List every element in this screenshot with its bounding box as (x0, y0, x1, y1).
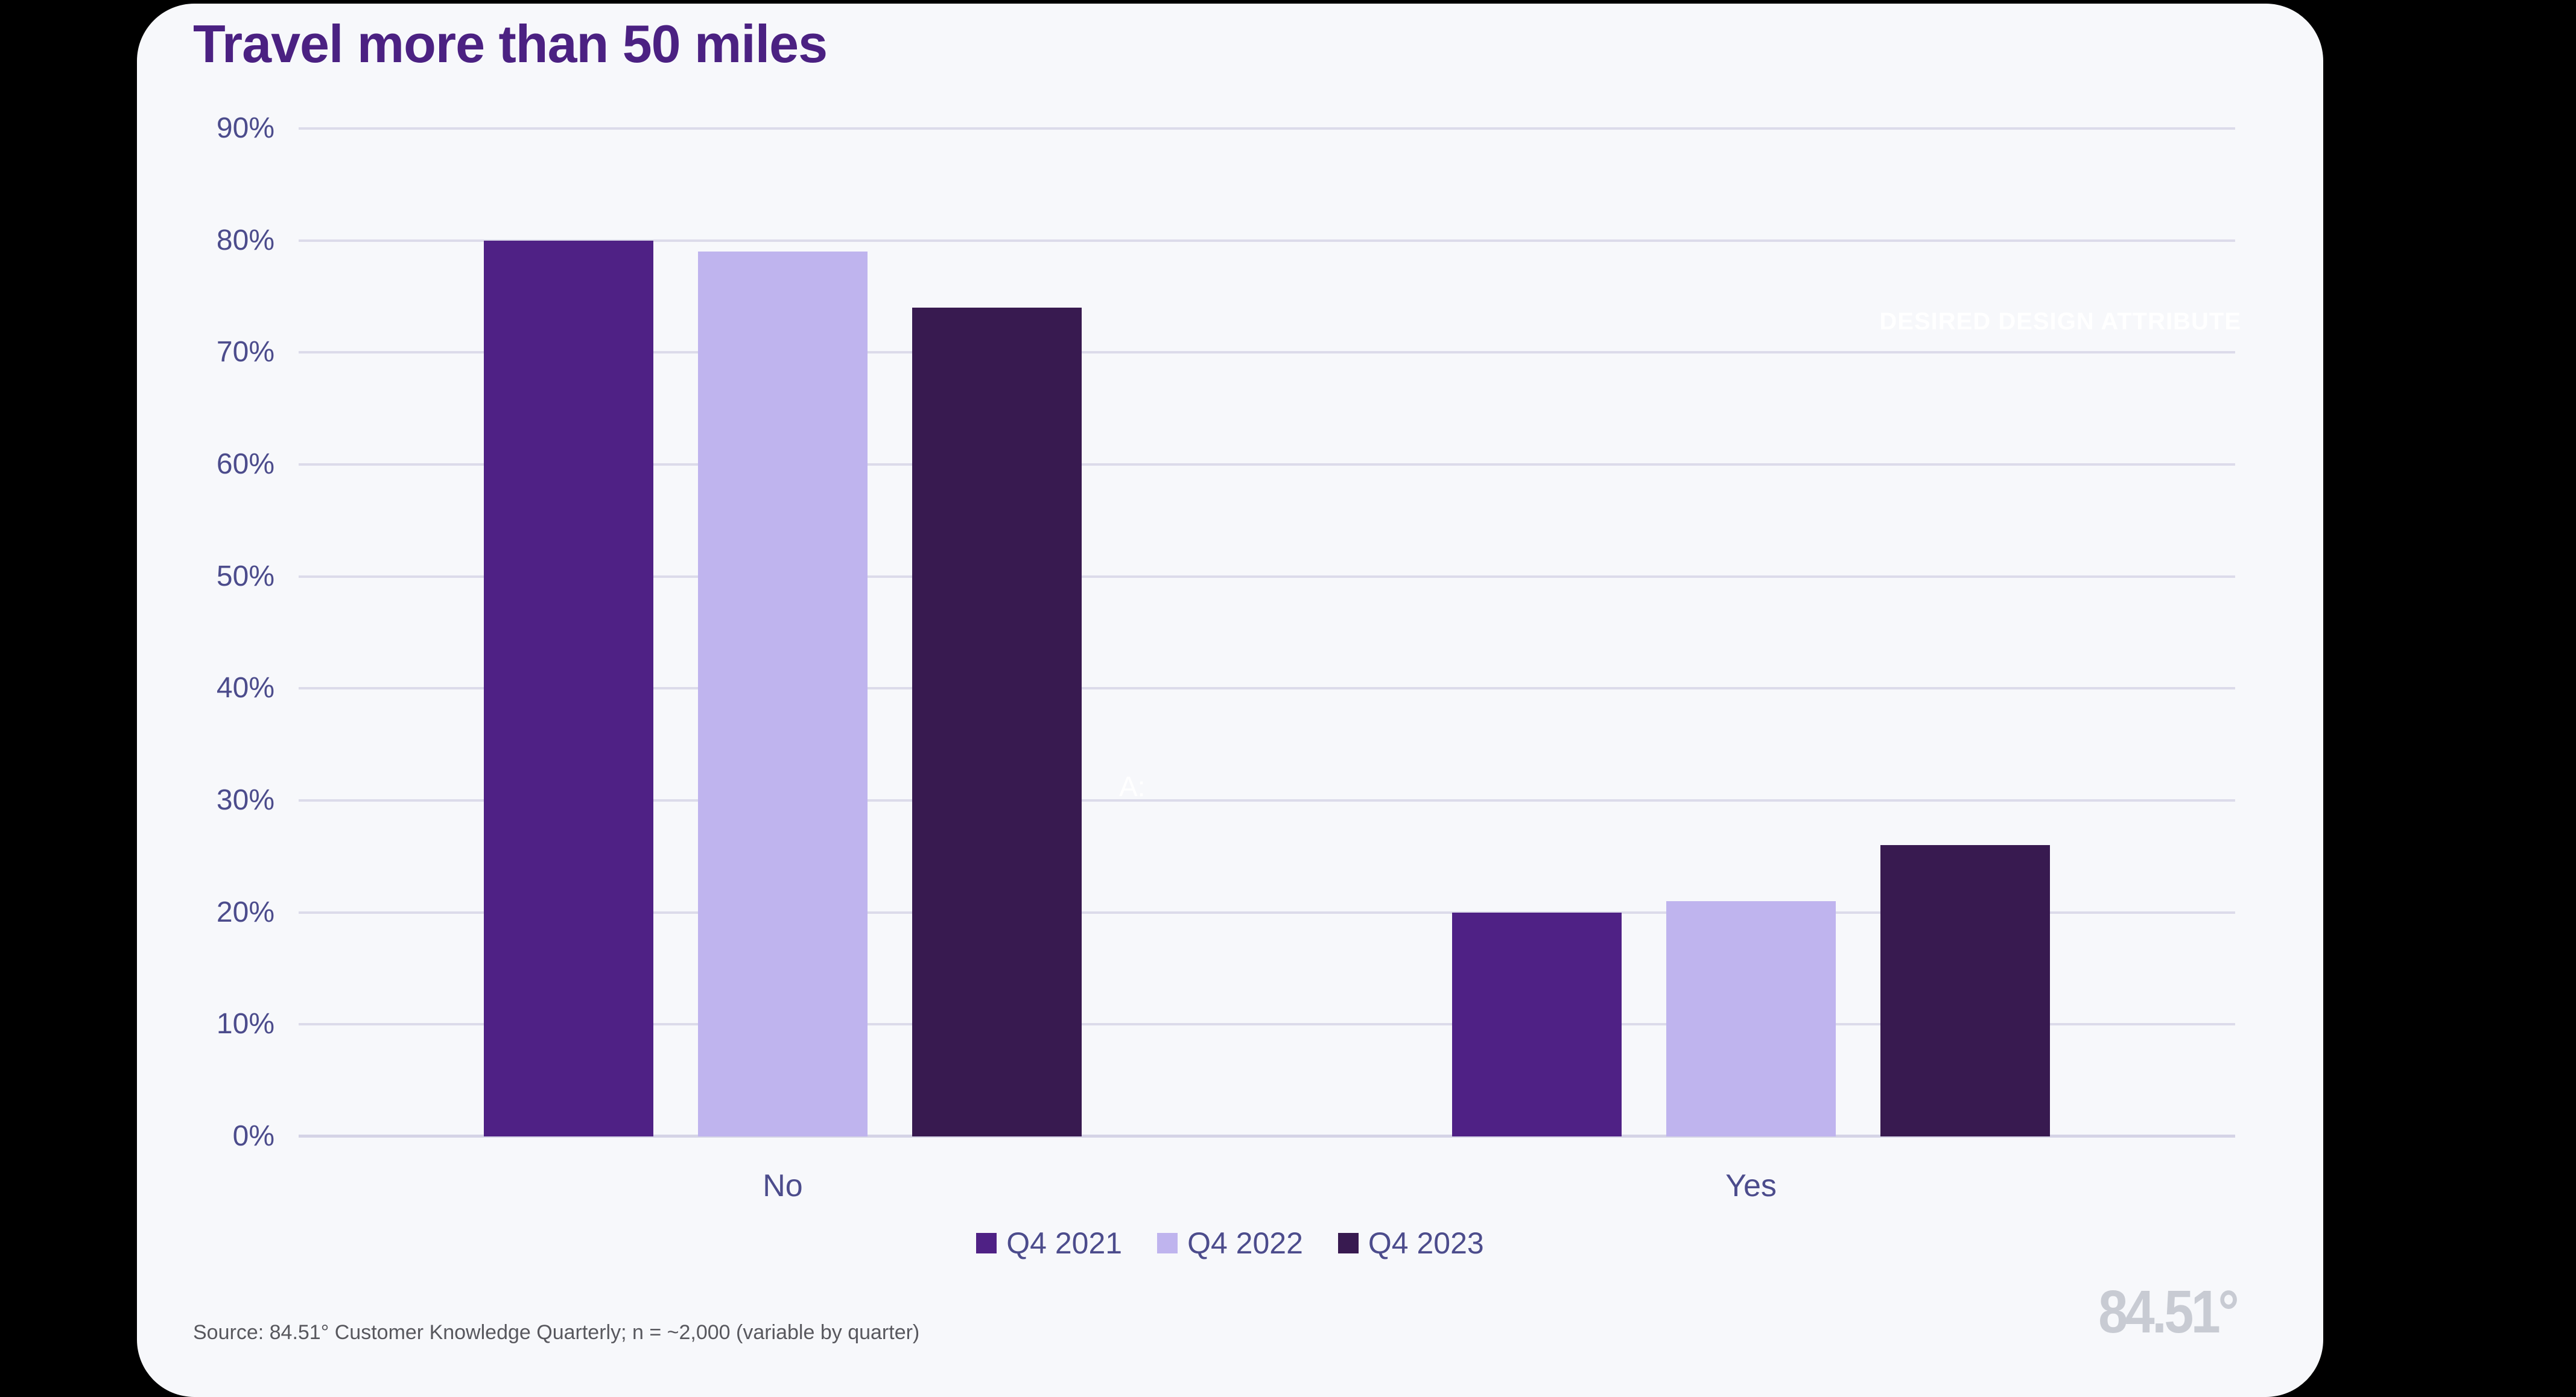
y-axis-tick-label: 10% (216, 1008, 274, 1041)
gridline (299, 575, 2235, 578)
gridline (299, 911, 2235, 914)
y-axis-tick-label: 40% (216, 672, 274, 705)
legend-swatch-icon (976, 1233, 997, 1253)
bar-no-q4-2022 (698, 252, 868, 1136)
chart-card: Travel more than 50 miles DESIRED DESIGN… (137, 4, 2323, 1397)
legend-item-q4-2023: Q4 2023 (1337, 1226, 1484, 1260)
watermark-a: A: (1119, 771, 1146, 802)
bar-yes-q4-2021 (1452, 912, 1622, 1136)
legend: Q4 2021 Q4 2022 Q4 2023 (137, 1228, 2323, 1258)
y-axis-tick-label: 80% (216, 224, 274, 256)
bar-yes-q4-2022 (1666, 901, 1836, 1136)
gridline (299, 799, 2235, 802)
brand-logo-8451: 84.51° (2098, 1278, 2239, 1346)
gridline (299, 687, 2235, 690)
gridline (299, 463, 2235, 466)
bar-group-no (484, 128, 1082, 1136)
x-axis-category-label: Yes (1725, 1168, 1777, 1203)
legend-label: Q4 2023 (1368, 1226, 1484, 1260)
bar-group-yes (1452, 128, 2050, 1136)
gridline (299, 1023, 2235, 1026)
y-axis-tick-label: 70% (216, 336, 274, 369)
y-axis-tick-label: 20% (216, 896, 274, 928)
plot-area: A: 0% 10% 20% 30% 40% 50% 60% 70% 80% 90% No Yes (217, 114, 2235, 1203)
x-axis-category-label: No (763, 1168, 803, 1203)
source-note: Source: 84.51° Customer Knowledge Quarte… (193, 1321, 920, 1344)
gridline (299, 127, 2235, 130)
y-axis-tick-label: 60% (216, 448, 274, 480)
y-axis-tick-label: 50% (216, 560, 274, 592)
legend-label: Q4 2022 (1187, 1226, 1303, 1260)
y-axis-tick-label: 90% (216, 112, 274, 144)
legend-swatch-icon (1337, 1233, 1359, 1253)
bar-yes-q4-2023 (1880, 845, 2050, 1136)
bar-no-q4-2021 (484, 240, 653, 1136)
bar-no-q4-2023 (912, 308, 1082, 1136)
legend-swatch-icon (1157, 1233, 1178, 1253)
legend-label: Q4 2021 (1006, 1226, 1123, 1260)
gridline (299, 239, 2235, 242)
watermark-desired-design-attribute: DESIRED DESIGN ATTRIBUTE (1879, 308, 2241, 335)
y-axis-tick-label: 30% (216, 784, 274, 816)
legend-item-q4-2022: Q4 2022 (1157, 1228, 1303, 1258)
chart-title: Travel more than 50 miles (193, 14, 828, 74)
legend-item-q4-2021: Q4 2021 (976, 1228, 1122, 1258)
y-axis-tick-label: 0% (232, 1120, 274, 1152)
gridline (299, 351, 2235, 354)
x-axis-line (299, 1135, 2235, 1138)
